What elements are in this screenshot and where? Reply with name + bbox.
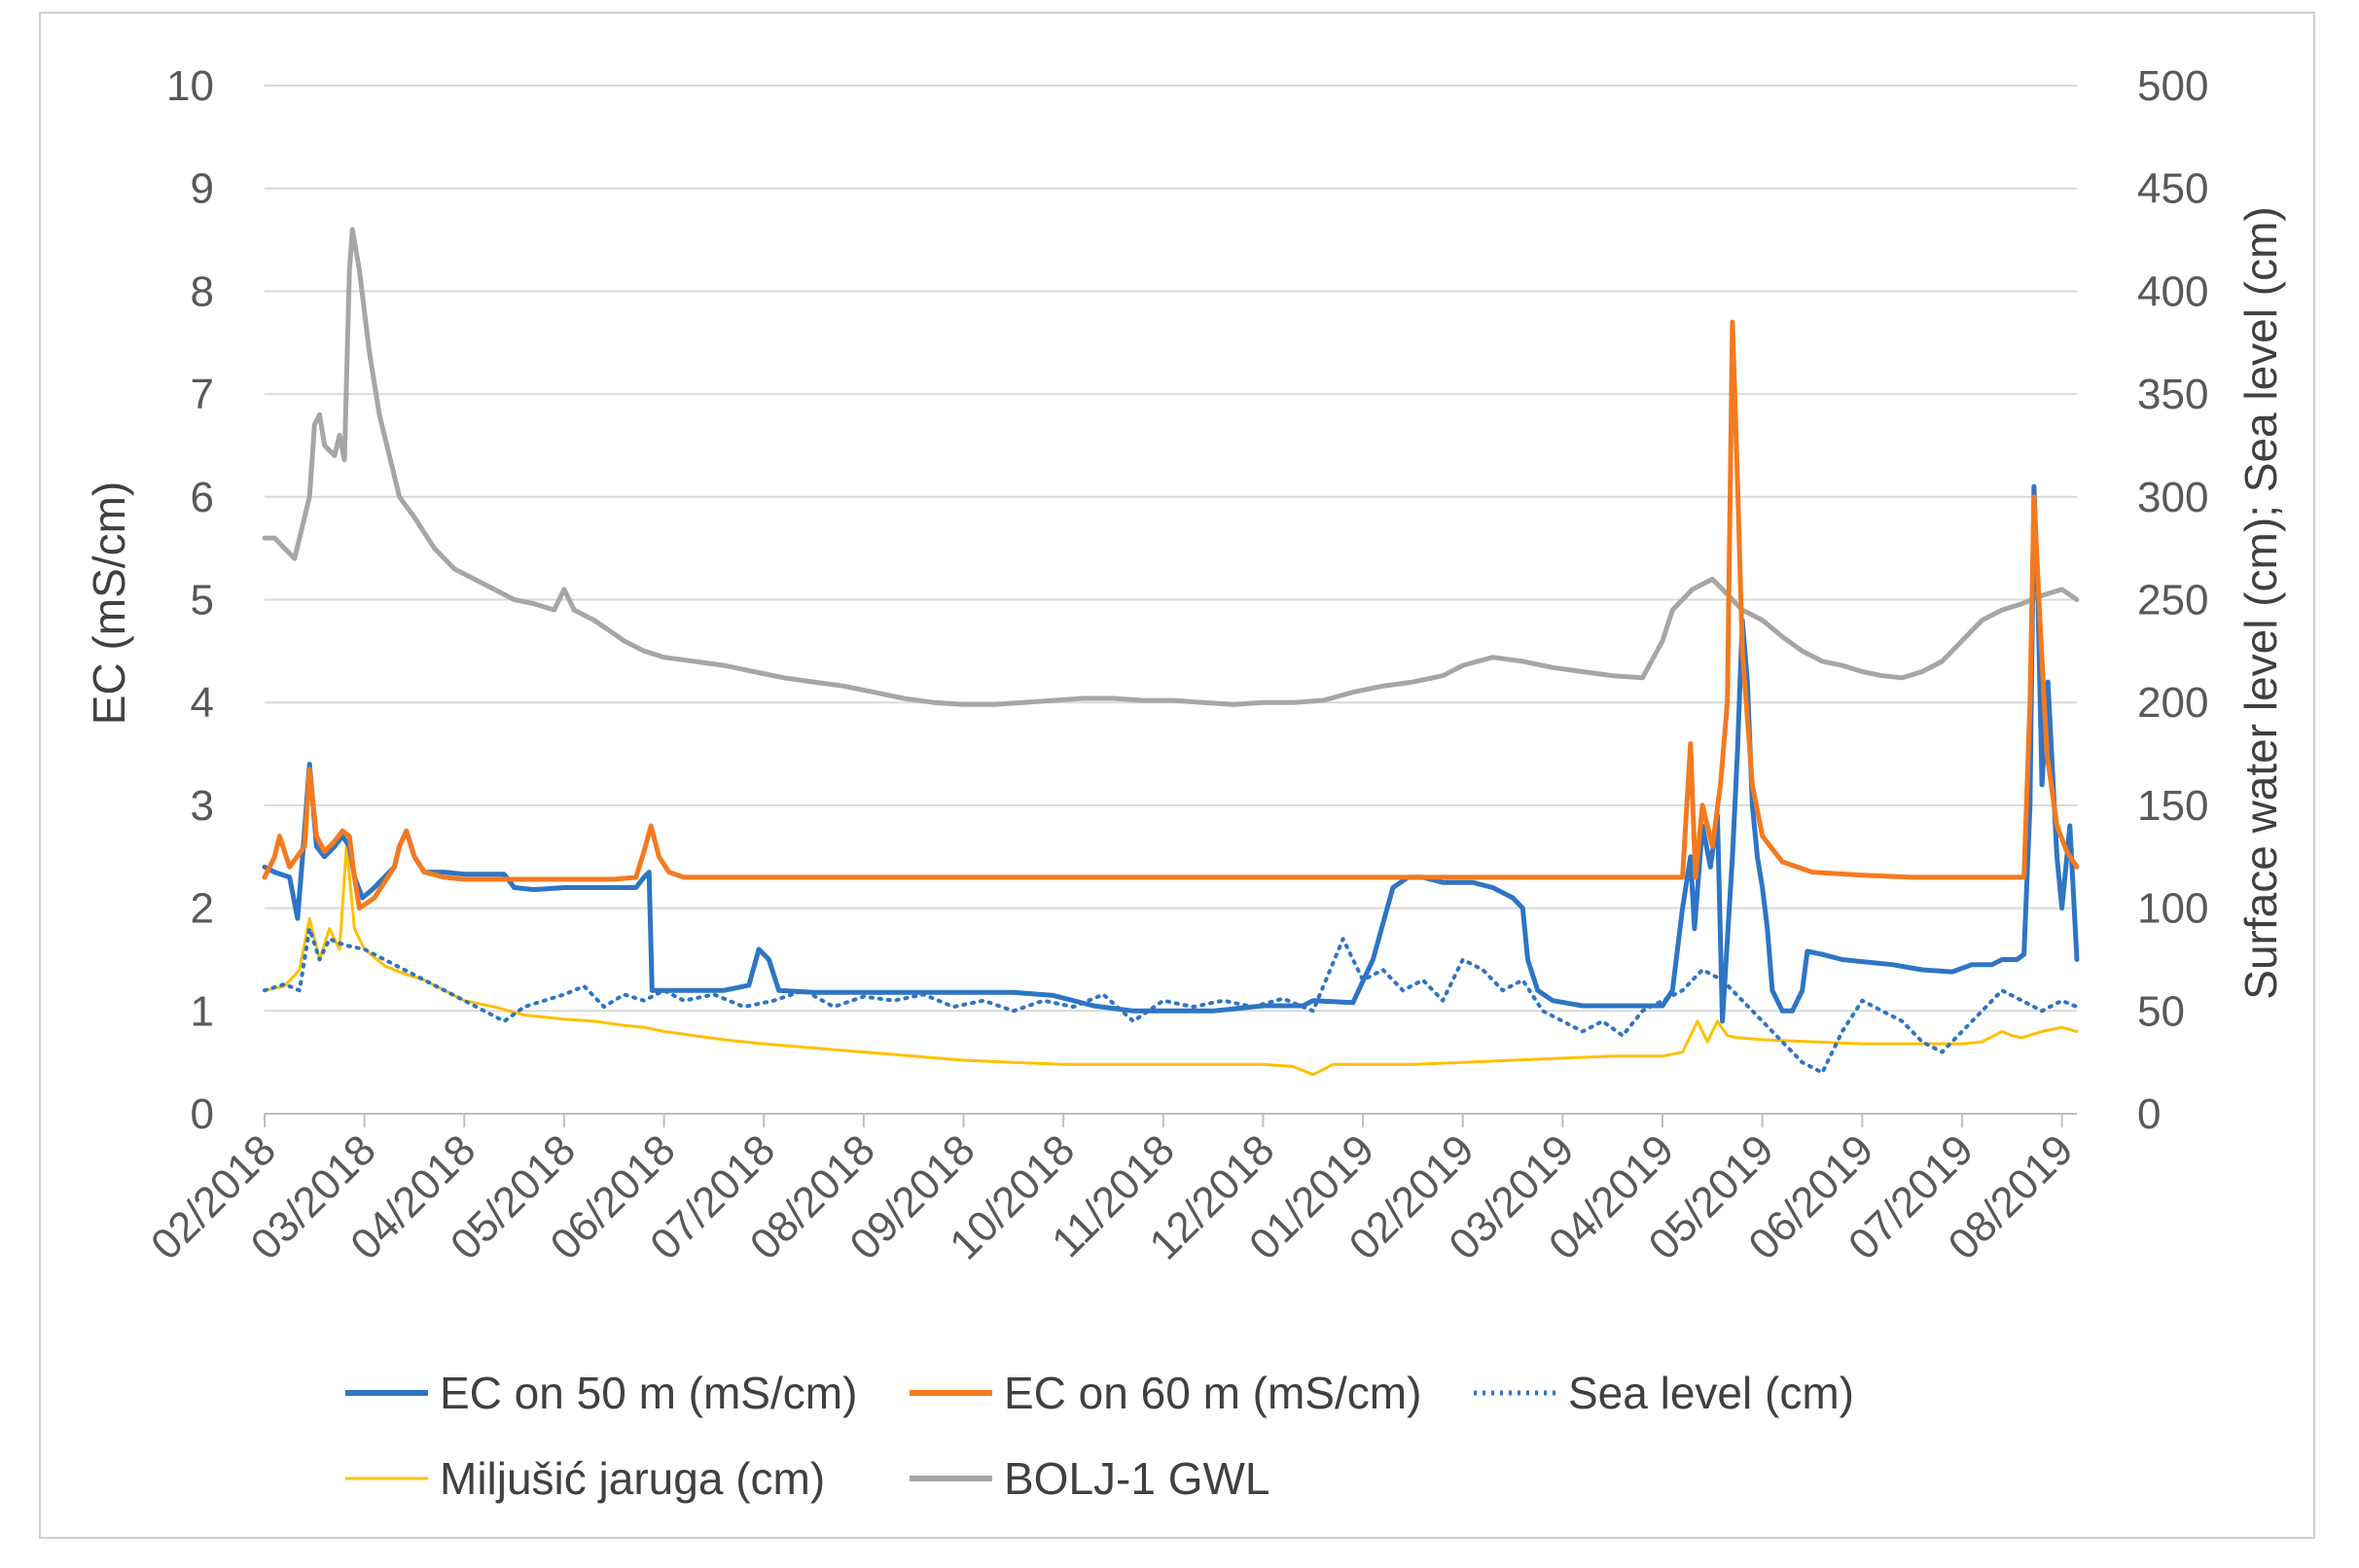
y2-tick-label: 450 <box>2137 165 2208 213</box>
y2-tick-label: 400 <box>2137 267 2208 315</box>
y-tick-label: 10 <box>166 62 214 110</box>
y2-axis-title: Surface water level (cm); Sea level (cm) <box>2235 206 2286 999</box>
legend-label-miljusic: Miljušić jaruga (cm) <box>440 1453 825 1504</box>
y-tick-label: 3 <box>191 782 214 830</box>
y-tick-label: 1 <box>191 987 214 1035</box>
y-tick-label: 6 <box>191 474 214 521</box>
y2-tick-label: 300 <box>2137 474 2208 521</box>
series-bolj1-line <box>262 227 2080 707</box>
y2-tick-label: 150 <box>2137 782 2208 830</box>
legend-label-bolj1: BOLJ-1 GWL <box>1004 1453 1270 1504</box>
axes-layer: 0123456789100501001502002503003504004505… <box>142 62 2208 1269</box>
y-tick-label: 5 <box>191 577 214 624</box>
series-ec60-line <box>262 319 2080 911</box>
y2-tick-label: 200 <box>2137 679 2208 727</box>
y2-tick-label: 50 <box>2137 987 2185 1035</box>
series-miljusic-line <box>263 844 2079 1077</box>
series-sea-level-line <box>263 926 2079 1075</box>
y-tick-label: 2 <box>191 885 214 933</box>
y-tick-label: 9 <box>191 165 214 213</box>
y2-tick-label: 0 <box>2137 1090 2161 1138</box>
legend-label-ec50: EC on 50 m (mS/cm) <box>440 1368 857 1418</box>
y2-tick-label: 500 <box>2137 62 2208 110</box>
y-tick-label: 8 <box>191 267 214 315</box>
y-tick-label: 7 <box>191 371 214 418</box>
y2-tick-label: 250 <box>2137 577 2208 624</box>
chart-frame <box>39 12 2315 1539</box>
gridlines <box>265 85 2077 1013</box>
legend-label-sea-level: Sea level (cm) <box>1568 1368 1854 1418</box>
series-layer <box>262 227 2080 1077</box>
series-ec50-line <box>262 483 2080 1024</box>
y-axis-title: EC (mS/cm) <box>84 481 134 725</box>
y2-tick-label: 350 <box>2137 371 2208 418</box>
y-tick-label: 0 <box>191 1090 214 1138</box>
legend-label-ec60: EC on 60 m (mS/cm) <box>1004 1368 1421 1418</box>
y2-tick-label: 100 <box>2137 885 2208 933</box>
legend: EC on 50 m (mS/cm) EC on 60 m (mS/cm) Se… <box>345 1368 1854 1504</box>
y-tick-label: 4 <box>191 679 214 727</box>
